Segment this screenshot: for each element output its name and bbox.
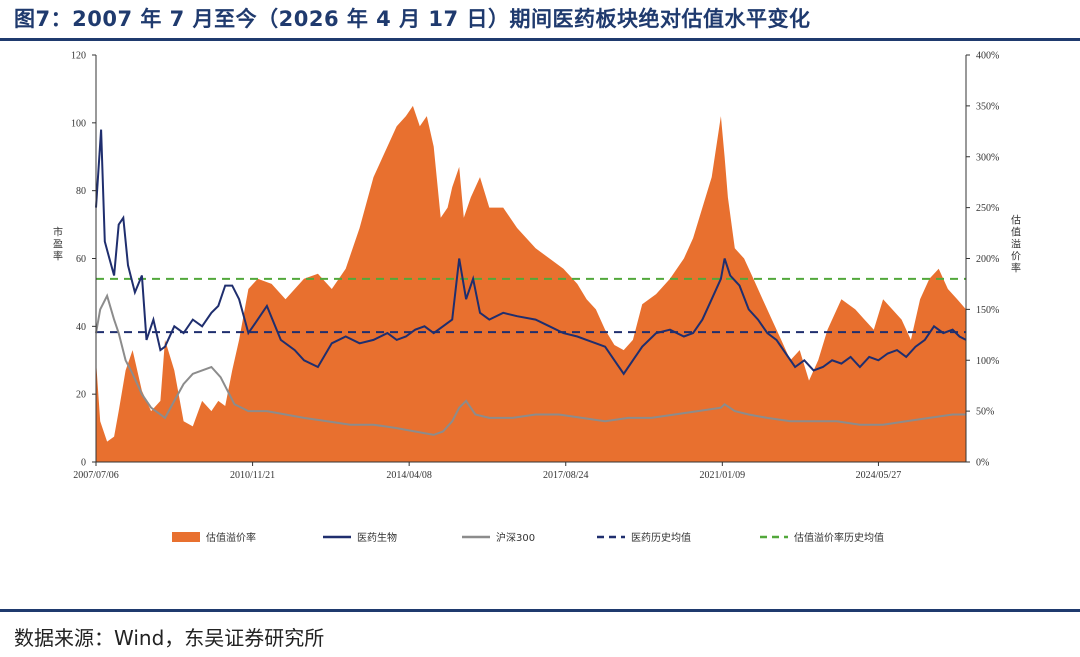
axis-title-char: 价	[1011, 251, 1021, 263]
premium-area	[96, 105, 966, 463]
x-tick-label: 2024/05/27	[856, 470, 902, 481]
right-tick-label: 0%	[976, 458, 989, 469]
legend-label: 医药生物	[357, 531, 397, 544]
left-tick-label: 80	[76, 186, 86, 197]
right-tick-label: 250%	[976, 203, 999, 214]
axis-title-char: 溢	[1011, 238, 1021, 251]
left-tick-label: 60	[76, 254, 86, 265]
right-tick-label: 400%	[976, 51, 999, 62]
x-tick-label: 2010/11/21	[230, 470, 275, 481]
x-tick-label: 2014/04/08	[386, 470, 432, 481]
right-tick-label: 300%	[976, 152, 999, 163]
left-tick-label: 100	[71, 118, 86, 129]
figure-title: 图7：2007 年 7 月至今（2026 年 4 月 17 日）期间医药板块绝对…	[14, 7, 811, 31]
axes-layer: 0 20 40 60 80 100 120 0% 50% 100% 150% 200% 250% 300%…	[53, 51, 1021, 482]
legend: 估值溢价率 医药生物 沪深300 医药历史均值 估值溢价率历史均值	[172, 531, 884, 544]
valuation-chart: 0 20 40 60 80 100 120 0% 50% 100% 150% 200% 250% 300%…	[53, 51, 1021, 545]
legend-label: 医药历史均值	[631, 531, 691, 544]
source-rule	[0, 609, 1080, 612]
right-tick-label: 200%	[976, 254, 999, 265]
legend-label: 估值溢价率	[206, 531, 256, 544]
premium-area-layer	[96, 105, 966, 463]
legend-swatch-premium	[172, 532, 200, 542]
axis-title-char: 盈	[53, 239, 63, 251]
axis-title-char: 估	[1011, 214, 1021, 227]
hs300-line	[95, 293, 966, 436]
source-note: 数据来源：Wind，东吴证券研究所	[14, 626, 325, 650]
right-tick-label: 150%	[976, 305, 999, 316]
x-tick-label: 2021/01/09	[700, 470, 746, 481]
right-tick-label: 100%	[976, 356, 999, 367]
legend-label: 沪深300	[496, 531, 535, 544]
axis-title-char: 率	[1011, 262, 1021, 275]
title-rule	[0, 38, 1080, 41]
left-axis-title: 市盈率	[53, 226, 63, 263]
left-tick-label: 120	[71, 51, 86, 62]
left-tick-label: 40	[76, 322, 86, 333]
left-tick-label: 20	[76, 390, 86, 401]
axis-title-char: 率	[53, 250, 63, 263]
x-tick-label: 2007/07/06	[73, 470, 119, 481]
axis-title-char: 市	[53, 226, 63, 239]
x-tick-label: 2017/08/24	[543, 470, 589, 481]
figure-title-bar: 图7：2007 年 7 月至今（2026 年 4 月 17 日）期间医药板块绝对…	[0, 0, 1080, 38]
average-lines-layer	[96, 277, 966, 334]
left-tick-label: 0	[81, 458, 86, 469]
right-tick-label: 50%	[976, 407, 994, 418]
right-axis-title: 估值溢价率	[1011, 214, 1021, 275]
pe-lines-layer	[95, 129, 967, 436]
legend-label: 估值溢价率历史均值	[794, 531, 884, 544]
right-tick-label: 350%	[976, 101, 999, 112]
axis-title-char: 值	[1011, 226, 1021, 239]
pharma-line	[95, 129, 967, 376]
